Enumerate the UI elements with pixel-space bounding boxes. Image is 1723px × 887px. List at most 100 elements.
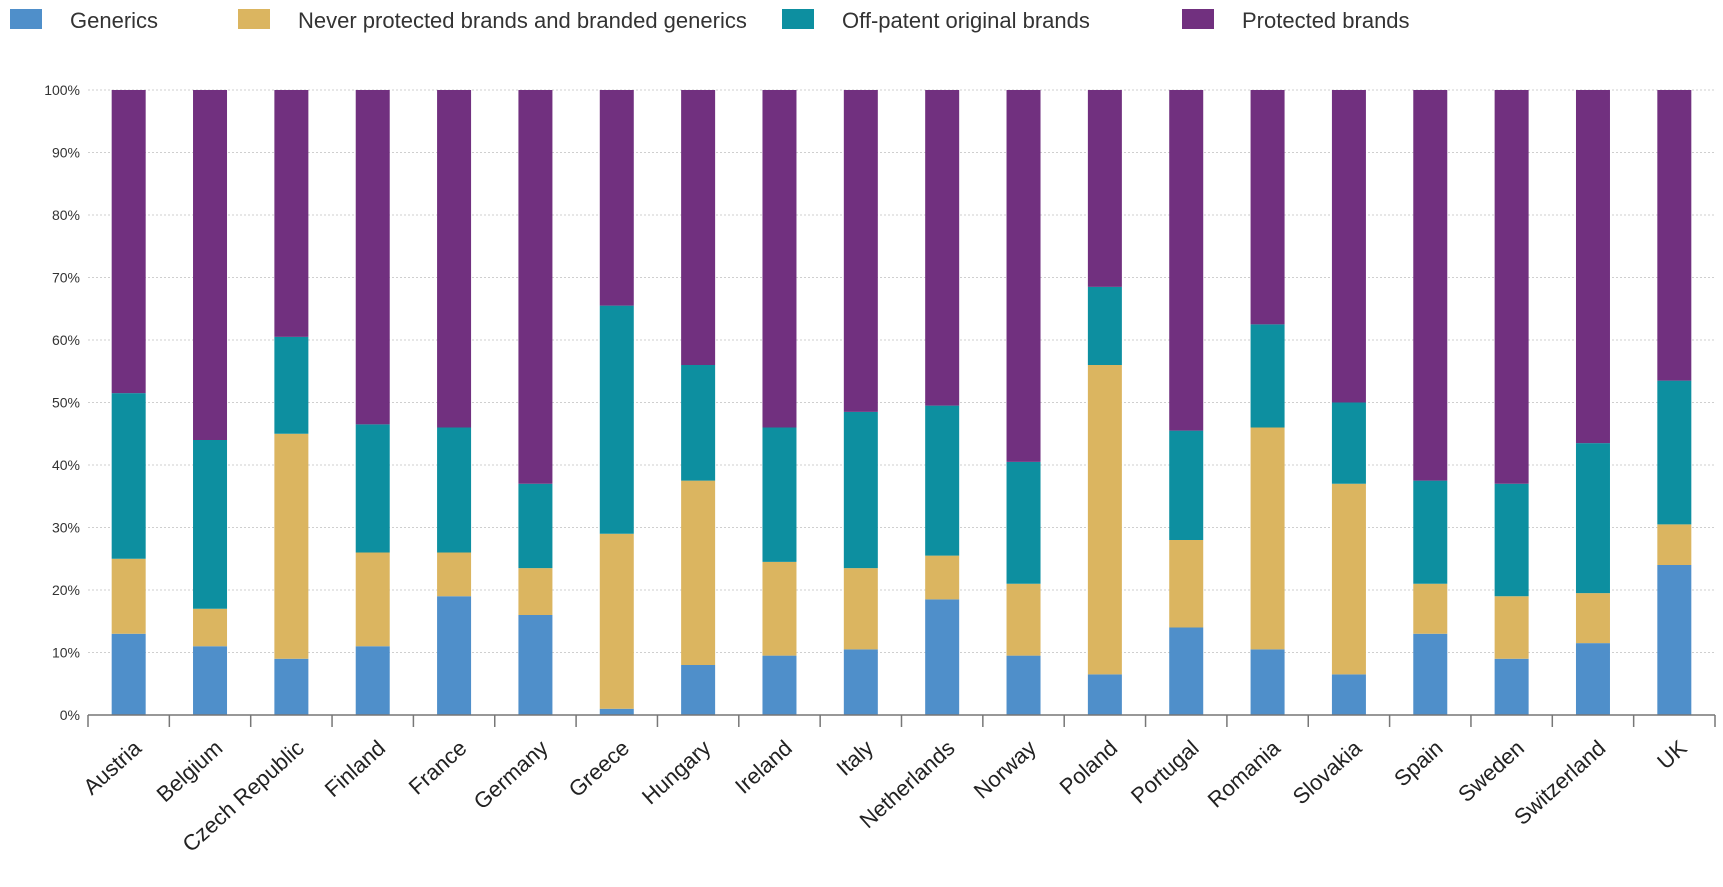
bar-segment [193, 646, 228, 715]
y-tick-label: 80% [52, 207, 80, 223]
y-tick-label: 0% [60, 707, 80, 723]
bar-segment [762, 90, 797, 428]
bar-segment [843, 90, 878, 412]
bar-segment [355, 646, 390, 715]
x-tick-label: UK [1652, 735, 1692, 774]
bar-segment [1250, 324, 1285, 428]
bar-segment [274, 336, 309, 434]
x-tick-label: Ireland [730, 735, 797, 799]
bar-segment [355, 424, 390, 553]
bar-segment [681, 365, 716, 481]
y-tick-label: 50% [52, 395, 80, 411]
bar-segment [925, 90, 960, 406]
bar-segment [681, 480, 716, 665]
bar-segment [1169, 90, 1204, 431]
bar-segment [274, 90, 309, 337]
bar-segment [437, 552, 472, 597]
y-tick-label: 60% [52, 332, 80, 348]
bar-segment [1006, 655, 1041, 715]
x-tick-label: Slovakia [1288, 735, 1367, 810]
bar-segment [193, 90, 228, 440]
bar-segment [762, 561, 797, 656]
bar-segment [681, 665, 716, 715]
y-tick-label: 100% [44, 82, 80, 98]
legend-swatch [238, 9, 270, 29]
x-tick-label: Portugal [1126, 735, 1204, 808]
y-tick-label: 40% [52, 457, 80, 473]
bar-segment [1006, 583, 1041, 656]
bar-segment [1413, 633, 1448, 715]
bar-segment [1169, 430, 1204, 540]
bar-segment [274, 658, 309, 715]
legend: Generics Never protected brands and brand… [10, 8, 1410, 33]
bar-segment [1657, 90, 1692, 381]
bar-segment [1331, 674, 1366, 715]
bar-segment [274, 433, 309, 659]
bar-segment [1575, 593, 1610, 644]
y-tick-label: 70% [52, 270, 80, 286]
bar-segment [355, 90, 390, 425]
y-tick-label: 20% [52, 582, 80, 598]
bar-segment [843, 649, 878, 715]
bar-segment [1087, 286, 1122, 365]
bar-segment [599, 708, 634, 715]
x-tick-label: Belgium [152, 735, 228, 807]
x-tick-label: Romania [1203, 735, 1286, 813]
bar-segment [1413, 583, 1448, 634]
bar-segment [1494, 596, 1529, 659]
bar-segment [843, 568, 878, 650]
legend-label: Off-patent original brands [842, 8, 1090, 33]
bar-segment [1250, 427, 1285, 650]
bar-segment [1250, 90, 1285, 325]
bar-segment [1494, 658, 1529, 715]
bar-segment [1006, 90, 1041, 462]
bar-segment [518, 615, 553, 715]
bar-segment [518, 483, 553, 569]
bar-segment [1413, 90, 1448, 481]
bar-segment [1657, 524, 1692, 565]
x-tick-label: Poland [1055, 735, 1123, 799]
bar-segment [1575, 443, 1610, 594]
bar-segment [518, 568, 553, 615]
x-tick-label: Hungary [637, 735, 716, 809]
x-tick-label: Italy [831, 735, 878, 781]
bar-segment [111, 90, 146, 394]
bar-segment [193, 608, 228, 647]
bar-segment [762, 655, 797, 715]
x-tick-label: Sweden [1453, 735, 1529, 807]
bar-segment [1087, 674, 1122, 715]
legend-swatch [782, 9, 814, 29]
bar-segment [925, 555, 960, 600]
bar-segment [355, 552, 390, 647]
bar-segment [1087, 90, 1122, 287]
bar-segment [762, 427, 797, 562]
bar-segment [681, 90, 716, 365]
bar-segment [1331, 483, 1366, 675]
bar-segment [1575, 90, 1610, 444]
bar-segment [1250, 649, 1285, 715]
bar-segment [1331, 402, 1366, 484]
bar-segment [1087, 365, 1122, 675]
bar-segment [599, 533, 634, 709]
bar-segment [437, 596, 472, 715]
legend-label: Never protected brands and branded gener… [298, 8, 747, 33]
bar-segment [111, 633, 146, 715]
x-tick-label: France [404, 735, 472, 799]
bar-segment [1413, 480, 1448, 584]
y-tick-label: 90% [52, 145, 80, 161]
legend-swatch [1182, 9, 1214, 29]
bar-segment [925, 599, 960, 715]
bar-segment [518, 90, 553, 484]
bar-segment [1006, 461, 1041, 584]
bar-segment [1657, 380, 1692, 525]
y-axis: 0% 10% 20% 30% 40% 50% 60% 70% 80% 90% 100% [44, 82, 80, 723]
x-tick-label: Germany [469, 735, 553, 814]
bar-segment [1331, 90, 1366, 403]
bar-segment [843, 411, 878, 569]
y-tick-label: 30% [52, 520, 80, 536]
bar-segment [111, 393, 146, 559]
x-tick-label: Finland [320, 735, 390, 802]
x-tick-label: Norway [969, 735, 1041, 803]
bar-segment [1494, 90, 1529, 484]
